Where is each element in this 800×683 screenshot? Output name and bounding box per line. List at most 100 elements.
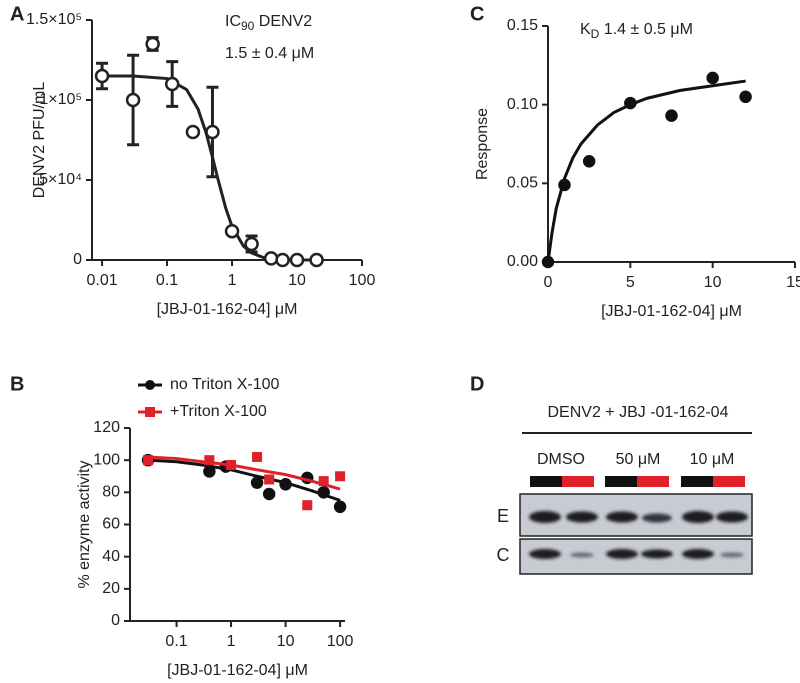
fit-curve [546, 79, 746, 263]
point [318, 476, 329, 487]
y-axis-label: Response [474, 108, 491, 180]
blot-title: DENV2 + JBJ -01-162-04 [548, 404, 729, 421]
panel-label: C [470, 3, 484, 25]
y-tick-label: 0 [111, 612, 120, 629]
x-tick-label: 0 [544, 274, 553, 291]
point [224, 223, 240, 239]
point [94, 68, 110, 84]
point [205, 124, 220, 140]
fit-curve [147, 458, 341, 502]
lane-key [530, 476, 745, 487]
y-tick-label: 0 [73, 251, 82, 268]
y-tick-label: 0.10 [507, 96, 538, 113]
x-axis-label: [JBJ-01-162-04] μM [167, 662, 308, 679]
row-label: C [497, 545, 510, 565]
point [317, 486, 330, 499]
y-tick-label: 20 [102, 580, 120, 597]
point [143, 455, 154, 466]
point [665, 109, 678, 122]
y-tick-label: 0.15 [507, 17, 538, 34]
annotation-part: IC [225, 13, 241, 30]
point [333, 500, 347, 514]
group-label: DMSO [537, 451, 585, 468]
annotation: IC90 DENV2 [225, 13, 312, 33]
x-tick-label: 0.01 [86, 272, 117, 289]
annotation-part: D [591, 27, 600, 41]
x-tick-label: 10 [277, 633, 295, 650]
point [263, 251, 279, 266]
y-tick-label: 80 [102, 484, 120, 501]
x-tick-label: 1 [227, 633, 236, 650]
point [264, 474, 275, 485]
row-label: E [497, 506, 509, 526]
point [185, 124, 201, 140]
x-tick-label: 10 [704, 274, 722, 291]
blot-panel: D DENV2 + JBJ -01-162-04 DMSO 50 μM 10 μ… [470, 373, 753, 575]
point [252, 451, 263, 462]
point [250, 476, 264, 489]
point [558, 178, 571, 192]
x-tick-label: 0.1 [165, 633, 187, 650]
y-tick-label: 40 [102, 548, 120, 565]
group-label: 50 μM [616, 451, 661, 468]
x-tick-label: 1 [228, 272, 237, 289]
x-axis-label: [JBJ-01-162-04] μM [601, 303, 742, 320]
y-tick-label: 100 [93, 451, 120, 468]
legend-marker [145, 380, 155, 390]
point [739, 90, 752, 104]
point [275, 252, 290, 268]
y-tick-label: 1.5×10⁵ [26, 11, 82, 28]
point [309, 252, 324, 268]
legend-label: no Triton X-100 [170, 376, 280, 393]
point [582, 155, 596, 168]
annotation: 1.5 ± 0.4 μM [225, 45, 314, 62]
bands [529, 511, 748, 523]
legend-label: +Triton X-100 [170, 403, 267, 420]
x-axis-label: [JBJ-01-162-04] μM [157, 301, 298, 318]
y-tick-label: 120 [93, 419, 120, 436]
point [204, 455, 215, 466]
point [541, 255, 555, 269]
point [125, 92, 141, 108]
y-tick-label: 0.00 [507, 253, 538, 270]
annotation-part: 1.5 ± 0.4 μM [225, 45, 314, 62]
y-tick-label: 60 [102, 516, 120, 533]
x-tick-label: 10 [288, 272, 306, 289]
fit-curve [147, 455, 341, 491]
x-tick-label: 100 [327, 633, 354, 650]
annotation-part: 1.4 ± 0.5 μM [599, 21, 693, 38]
bands [529, 549, 744, 559]
y-axis-label: DENV2 PFU/mL [31, 82, 48, 199]
point [244, 236, 259, 252]
x-tick-label: 5 [626, 274, 635, 291]
point [624, 96, 637, 110]
panel-label: D [470, 373, 484, 395]
y-tick-label: 5×10⁴ [39, 171, 82, 188]
x-tick-label: 15 [786, 274, 800, 291]
annotation: KD 1.4 ± 0.5 μM [580, 21, 693, 41]
point [279, 478, 292, 491]
point [706, 71, 719, 85]
point [262, 487, 276, 501]
legend-marker [145, 407, 155, 417]
point [164, 76, 180, 92]
point [226, 459, 237, 470]
annotation-part: 90 [241, 19, 255, 33]
y-tick-label: 0.05 [507, 175, 538, 192]
point [302, 500, 313, 511]
group-label: 10 μM [690, 451, 735, 468]
point [203, 465, 216, 478]
annotation-part: K [580, 21, 591, 38]
point [335, 471, 346, 482]
point [289, 252, 305, 268]
point [145, 36, 160, 52]
annotation-part: DENV2 [254, 13, 312, 30]
panel-label: A [10, 3, 24, 25]
x-tick-label: 100 [349, 272, 376, 289]
y-axis-label: % enzyme activity [76, 460, 93, 588]
y-tick-label: 1×10⁵ [39, 91, 82, 108]
x-tick-label: 0.1 [156, 272, 178, 289]
panel-label: B [10, 373, 24, 395]
